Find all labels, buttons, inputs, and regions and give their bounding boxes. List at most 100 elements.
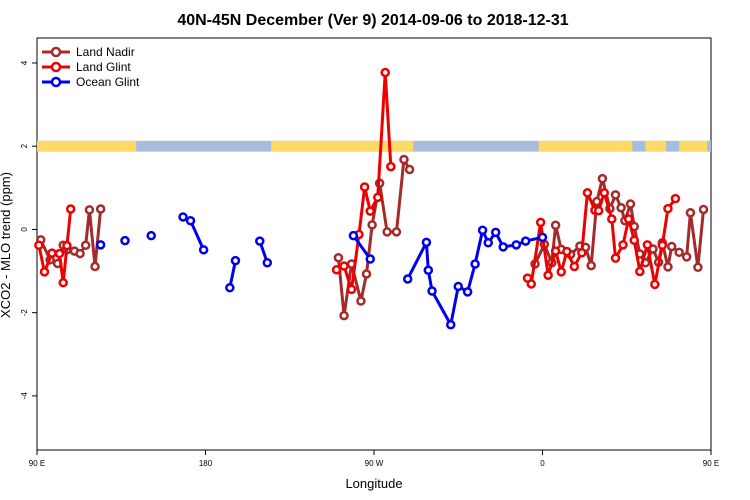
x-tick-label: 90 E	[29, 459, 45, 468]
plot-frame	[36, 37, 712, 451]
data-point	[333, 252, 344, 263]
data-point	[610, 253, 621, 263]
data-point	[47, 248, 57, 258]
land-band-segment	[645, 140, 667, 152]
data-point	[550, 220, 561, 231]
data-point	[365, 254, 376, 264]
data-point	[39, 267, 50, 277]
legend-item: Land Glint	[42, 60, 131, 74]
data-point	[361, 269, 372, 279]
data-point	[543, 270, 553, 280]
data-point	[331, 265, 342, 275]
data-point	[427, 286, 437, 296]
legend-item: Land Nadir	[42, 45, 135, 59]
data-point	[635, 266, 645, 277]
data-point	[391, 227, 402, 237]
data-point	[535, 217, 546, 228]
data-point	[556, 267, 566, 277]
data-point	[120, 235, 130, 246]
y-axis: -4 -2 0 2 4	[20, 60, 37, 399]
data-point	[262, 257, 273, 268]
x-tick-label: 180	[199, 459, 213, 468]
data-point	[402, 274, 413, 284]
data-point	[663, 203, 673, 214]
data-point	[54, 248, 65, 259]
data-point	[650, 279, 660, 290]
series-ocean-glint	[95, 212, 548, 330]
data-point	[185, 215, 196, 226]
data-point	[642, 240, 653, 250]
data-point	[593, 205, 604, 216]
data-point	[58, 277, 68, 288]
data-point	[498, 242, 508, 252]
data-point	[470, 259, 480, 269]
data-point	[380, 67, 390, 78]
y-tick-label: 4	[20, 60, 29, 65]
x-tick-label: 0	[540, 459, 545, 468]
series-line	[352, 234, 372, 260]
data-point	[146, 230, 156, 241]
data-point	[356, 296, 366, 306]
series-layer	[34, 67, 709, 330]
data-point	[382, 227, 392, 237]
data-point	[446, 319, 456, 330]
data-point	[399, 154, 409, 165]
data-point	[339, 310, 349, 321]
data-point	[453, 281, 463, 292]
data-point	[663, 262, 673, 272]
data-point	[681, 252, 692, 262]
data-point	[511, 240, 522, 250]
y-tick-label: 0	[20, 227, 29, 232]
y-axis-label: XCO2 - MLO trend (ppm)	[0, 172, 13, 318]
data-point	[666, 241, 677, 252]
legend-marker	[50, 61, 62, 73]
data-point	[562, 246, 572, 257]
land-band-segment	[271, 140, 414, 152]
data-point	[367, 220, 377, 230]
data-point	[657, 240, 668, 250]
data-point	[693, 262, 703, 273]
data-point	[629, 235, 639, 246]
data-point	[230, 255, 241, 266]
legend-label: Land Nadir	[76, 45, 135, 59]
data-point	[597, 173, 608, 184]
data-point	[225, 282, 235, 293]
x-tick-label: 90 W	[365, 459, 384, 468]
data-point	[670, 193, 681, 204]
land-band-segment	[679, 140, 708, 152]
legend-label: Ocean Glint	[76, 75, 140, 89]
data-point	[80, 240, 91, 250]
data-point	[255, 236, 265, 246]
data-point	[84, 205, 95, 215]
legend-item: Ocean Glint	[42, 75, 140, 89]
data-point	[674, 247, 684, 258]
data-point	[346, 284, 357, 295]
data-point	[616, 203, 626, 213]
data-point	[618, 240, 628, 250]
data-point	[477, 225, 488, 236]
data-point	[526, 279, 537, 289]
data-point	[698, 204, 709, 215]
data-point	[178, 212, 188, 222]
data-point	[625, 199, 636, 209]
data-point	[582, 188, 593, 198]
y-tick-label: -2	[20, 309, 29, 317]
series-line	[526, 191, 677, 286]
data-point	[586, 260, 596, 271]
data-point	[359, 182, 370, 192]
data-point	[423, 265, 434, 275]
data-point	[610, 190, 621, 200]
data-point	[90, 261, 100, 272]
y-tick-label: 2	[20, 143, 29, 148]
data-point	[34, 240, 44, 250]
data-point	[75, 248, 85, 259]
data-point	[198, 245, 209, 255]
land-ocean-band	[37, 140, 711, 152]
data-point	[365, 206, 376, 216]
legend-label: Land Glint	[76, 60, 131, 74]
data-point	[386, 161, 396, 172]
data-point	[339, 261, 349, 271]
y-tick-label: -4	[20, 392, 29, 400]
